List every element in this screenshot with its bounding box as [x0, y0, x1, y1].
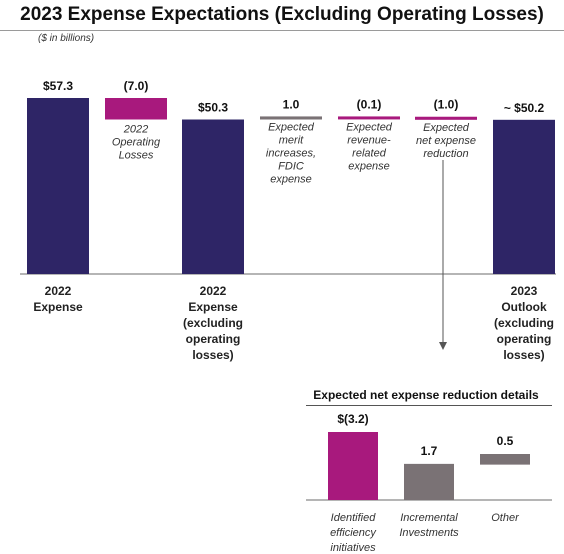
- detail-value-label-efficiency: $(3.2): [337, 412, 368, 426]
- detail-title-divider: [306, 405, 552, 406]
- category-label-operating-losses: Operating: [112, 137, 161, 149]
- category-label-merit: FDIC: [278, 161, 304, 173]
- category-label-expense-2022-ex: losses): [192, 348, 233, 362]
- chart-title: 2023 Expense Expectations (Excluding Ope…: [20, 4, 544, 25]
- detail-category-label-efficiency: Identified: [331, 512, 377, 524]
- category-label-expense-2022-ex: operating: [186, 332, 241, 346]
- category-label-outlook-2023: losses): [503, 348, 544, 362]
- category-label-expense-2022-ex: Expense: [188, 300, 238, 314]
- bar-outlook-2023: [493, 119, 555, 274]
- value-label-outlook-2023: ~ $50.2: [504, 101, 545, 115]
- category-label-merit: merit: [279, 135, 304, 147]
- value-label-revenue-related: (0.1): [357, 97, 382, 111]
- category-label-merit: increases,: [266, 148, 316, 160]
- category-label-outlook-2023: Outlook: [501, 300, 547, 314]
- bar-operating-losses: [105, 98, 167, 120]
- detail-category-label-investments: Incremental: [400, 512, 458, 524]
- category-label-expense-2022-ex: 2022: [200, 284, 227, 298]
- detail-value-label-other: 0.5: [497, 434, 514, 448]
- detail-value-label-investments: 1.7: [421, 444, 438, 458]
- connector-arrow-head: [439, 342, 447, 350]
- detail-chart-title: Expected net expense reduction details: [313, 388, 539, 402]
- category-label-outlook-2023: (excluding: [494, 316, 554, 330]
- bar-merit: [260, 116, 322, 120]
- bar-expense-2022: [27, 98, 89, 274]
- category-label-merit: Expected: [268, 122, 315, 134]
- category-label-operating-losses: 2022: [123, 124, 148, 136]
- category-label-net-reduction: net expense: [416, 135, 476, 147]
- value-label-merit: 1.0: [283, 97, 300, 111]
- detail-category-label-other: Other: [491, 512, 520, 524]
- value-label-expense-2022-ex: $50.3: [198, 101, 228, 115]
- detail-category-label-investments: Investments: [399, 527, 459, 539]
- category-label-net-reduction: reduction: [423, 148, 468, 160]
- category-label-net-reduction: Expected: [423, 122, 470, 134]
- bar-expense-2022-ex: [182, 119, 244, 274]
- category-label-outlook-2023: 2023: [511, 284, 538, 298]
- category-label-revenue-related: related: [352, 147, 387, 159]
- category-label-operating-losses: Losses: [119, 150, 154, 162]
- category-label-expense-2022-ex: (excluding: [183, 316, 243, 330]
- title-divider: [0, 30, 564, 31]
- category-label-revenue-related: Expected: [346, 121, 393, 133]
- detail-bar-efficiency: [328, 432, 378, 500]
- category-label-revenue-related: revenue-: [347, 134, 391, 146]
- bar-revenue-related: [338, 116, 400, 120]
- category-label-merit: expense: [270, 174, 312, 186]
- detail-category-label-efficiency: efficiency: [330, 527, 377, 539]
- detail-bar-other: [480, 454, 530, 465]
- units-label: ($ in billions): [38, 33, 95, 44]
- value-label-net-reduction: (1.0): [434, 98, 459, 112]
- value-label-operating-losses: (7.0): [124, 79, 149, 93]
- category-label-outlook-2023: operating: [497, 332, 552, 346]
- category-label-expense-2022: Expense: [33, 300, 83, 314]
- value-label-expense-2022: $57.3: [43, 79, 73, 93]
- category-label-revenue-related: expense: [348, 160, 390, 172]
- detail-category-label-efficiency: initiatives: [330, 542, 376, 554]
- detail-bar-investments: [404, 463, 454, 500]
- category-label-expense-2022: 2022: [45, 284, 72, 298]
- bar-net-reduction: [415, 116, 477, 120]
